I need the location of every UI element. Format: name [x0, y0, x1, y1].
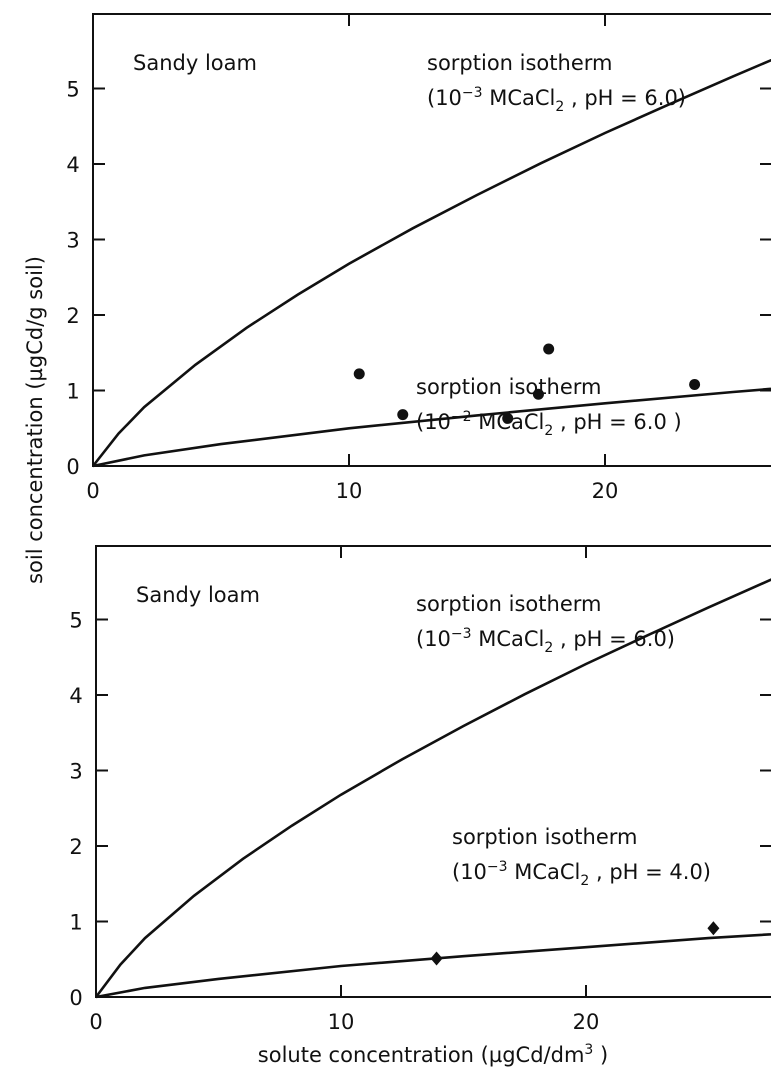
isotherm-conditions-part: −3 [487, 859, 508, 875]
x-tick-label: 20 [592, 479, 619, 503]
soil-type-label: Sandy loam [136, 583, 260, 607]
isotherm-conditions-part: (10 [416, 627, 451, 651]
x-axis-title: solute concentration (µgCd/dm3 ) [258, 1042, 608, 1067]
y-axis-title: soil concentration (µgCd/g soil) [23, 256, 47, 584]
y-tick-label: 0 [66, 455, 79, 479]
soil-type-label: Sandy loam [133, 51, 257, 75]
isotherm-curve [92, 387, 771, 468]
data-point [353, 368, 365, 380]
x-tick-label: 0 [89, 1010, 102, 1034]
isotherm-label: sorption isotherm [427, 51, 612, 75]
data-point [543, 343, 555, 355]
x-axis-title-close: ) [593, 1043, 608, 1067]
x-tick-label: 0 [86, 479, 99, 503]
isotherm-conditions-part: , pH = 4.0) [589, 860, 711, 884]
isotherm-conditions-part: 2 [580, 873, 589, 889]
data-point [689, 378, 701, 390]
y-tick-label: 4 [69, 684, 82, 708]
y-tick-label: 4 [66, 153, 79, 177]
data-point [532, 388, 544, 400]
x-tick-label: 10 [328, 1010, 355, 1034]
isotherm-conditions-part: MCaCl [483, 86, 556, 110]
isotherm-conditions: (10−3 MCaCl2 , pH = 6.0) [427, 85, 686, 115]
data-point [430, 951, 443, 966]
y-tick-label: 5 [66, 78, 79, 102]
x-axis-title-text: solute concentration (µgCd/dm [258, 1043, 585, 1067]
data-point [397, 409, 409, 421]
isotherm-conditions-part: , pH = 6.0 ) [553, 410, 681, 434]
isotherm-conditions-part: , pH = 6.0) [564, 86, 686, 110]
isotherm-label: sorption isotherm [452, 825, 637, 849]
isotherm-label: sorption isotherm [416, 375, 601, 399]
isotherm-conditions-part: (10 [416, 410, 451, 434]
isotherm-conditions-part: −2 [451, 409, 472, 425]
isotherm-conditions-part: −3 [462, 85, 483, 101]
isotherm-conditions: (10−3 MCaCl2 , pH = 4.0) [452, 859, 711, 889]
y-tick-label: 2 [66, 304, 79, 328]
y-tick-label: 1 [66, 380, 79, 404]
y-tick-label: 2 [69, 835, 82, 859]
isotherm-conditions-part: −3 [451, 626, 472, 642]
isotherm-conditions-part: 2 [544, 423, 553, 439]
x-tick-label: 10 [336, 479, 363, 503]
x-tick-label: 20 [573, 1010, 600, 1034]
isotherm-conditions-part: MCaCl [508, 860, 581, 884]
isotherm-conditions-part: MCaCl [472, 627, 545, 651]
data-point [707, 921, 720, 936]
isotherm-conditions-part: (10 [452, 860, 487, 884]
isotherm-conditions-part: 2 [544, 640, 553, 656]
y-tick-label: 3 [69, 760, 82, 784]
isotherm-conditions: (10−3 MCaCl2 , pH = 6.0) [416, 626, 675, 656]
isotherm-conditions: (10−2 MCaCl2 , pH = 6.0 ) [416, 409, 682, 439]
isotherm-conditions-part: , pH = 6.0) [553, 627, 675, 651]
y-tick-label: 1 [69, 911, 82, 935]
y-tick-label: 5 [69, 609, 82, 633]
isotherm-curve [95, 932, 771, 999]
x-axis-title-exponent: 3 [584, 1042, 593, 1058]
isotherm-label: sorption isotherm [416, 592, 601, 616]
isotherm-conditions-part: (10 [427, 86, 462, 110]
y-tick-label: 3 [66, 229, 79, 253]
y-tick-label: 0 [69, 986, 82, 1010]
data-point [502, 412, 514, 424]
isotherm-curve [94, 578, 771, 998]
isotherm-curve [91, 58, 771, 467]
isotherm-conditions-part: 2 [555, 99, 564, 115]
